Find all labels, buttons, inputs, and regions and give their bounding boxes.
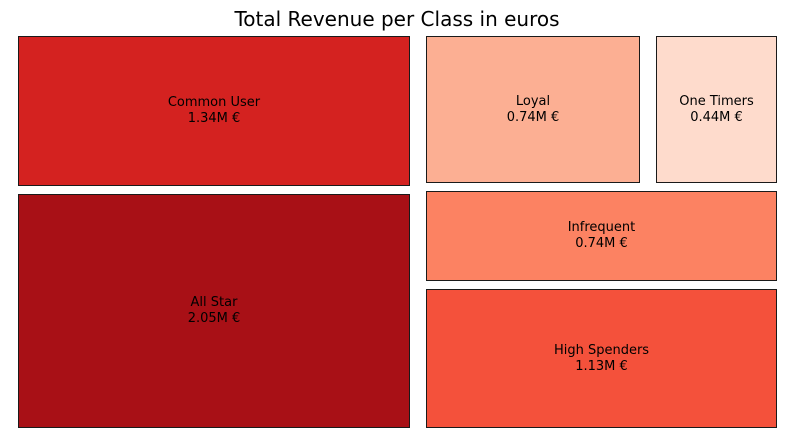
tile-label: Infrequent	[567, 220, 636, 235]
tile-value: 1.13M €	[575, 358, 628, 374]
tile-common-user: Common User 1.34M €	[18, 36, 410, 186]
chart-title: Total Revenue per Class in euros	[234, 7, 560, 31]
tile-value: 2.05M €	[187, 311, 241, 326]
tile-value: 0.44M €	[690, 109, 743, 125]
tile-label: High Spenders	[553, 342, 650, 358]
tile-label: Common User	[167, 95, 261, 110]
tile-value: 1.34M €	[187, 111, 241, 126]
tile-high-spenders: High Spenders 1.13M €	[426, 289, 777, 428]
tile-all-star: All Star 2.05M €	[18, 194, 410, 428]
tile-infrequent: Infrequent 0.74M €	[426, 191, 777, 281]
tile-label: One Timers	[679, 93, 754, 109]
tile-value: 0.74M €	[506, 109, 560, 125]
tile-one-timers: One Timers 0.44M €	[656, 36, 777, 183]
tile-label: All Star	[190, 295, 238, 310]
tile-label: Loyal	[515, 93, 551, 109]
tile-loyal: Loyal 0.74M €	[426, 36, 640, 183]
tile-value: 0.74M €	[575, 236, 628, 251]
